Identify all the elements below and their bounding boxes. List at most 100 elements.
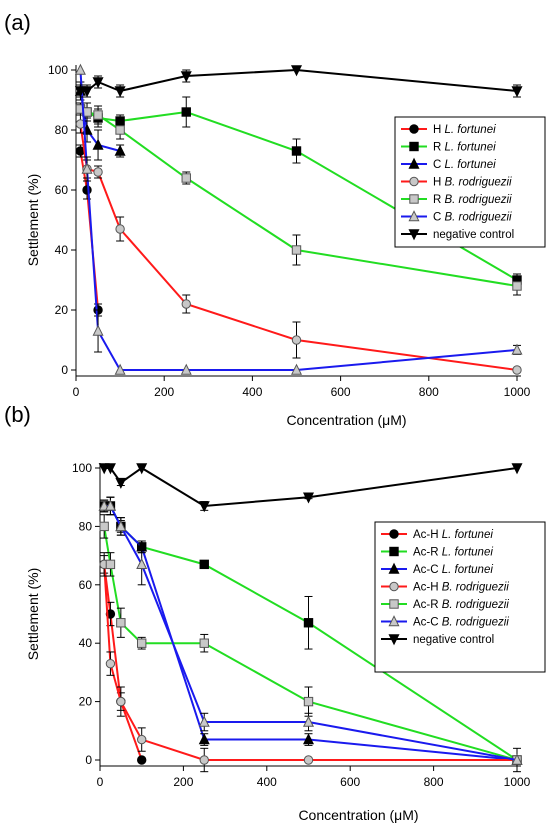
- legend-label-prefix: Ac-H: [413, 529, 442, 541]
- x-axis-title: Concentration (μM): [298, 807, 418, 823]
- data-point: [303, 618, 314, 628]
- data-point: [291, 146, 302, 156]
- data-point: [104, 499, 116, 511]
- legend-marker: [409, 141, 419, 152]
- legend-label-prefix: Ac-R: [413, 547, 442, 559]
- legend-label-prefix: H: [433, 177, 445, 189]
- legend-marker: [408, 229, 420, 241]
- y-tick-label: 20: [55, 303, 69, 317]
- legend-label-prefix: negative control: [413, 634, 494, 646]
- y-tick-label: 20: [79, 695, 93, 709]
- data-point: [93, 110, 103, 120]
- data-point: [93, 167, 103, 177]
- y-tick-label: 60: [55, 183, 69, 197]
- legend-box: [374, 521, 546, 673]
- panel-label: (a): [4, 10, 31, 35]
- x-tick-label: 600: [331, 385, 351, 399]
- legend-label: Ac-C L. fortunei: [413, 564, 493, 576]
- legend-label-species: B. rodriguezii: [442, 617, 510, 629]
- legend-label-prefix: C: [433, 212, 445, 224]
- data-point: [199, 559, 209, 570]
- legend-label-prefix: negative control: [433, 229, 514, 241]
- legend-label: Ac-H B. rodriguezii: [413, 582, 509, 594]
- series-6: [98, 463, 523, 513]
- y-axis-title: Settlement (%): [25, 174, 41, 267]
- data-point: [198, 733, 210, 745]
- data-point: [114, 144, 126, 156]
- legend-label-species: L. fortunei: [445, 124, 497, 136]
- data-point: [199, 638, 209, 648]
- y-tick-label: 80: [55, 123, 69, 137]
- legend-label-prefix: R: [433, 142, 445, 154]
- legend-label: H L. fortunei: [433, 124, 496, 136]
- y-tick-label: 100: [48, 63, 68, 77]
- data-point: [115, 125, 125, 135]
- series-5: [74, 63, 523, 375]
- legend-marker: [409, 124, 419, 134]
- legend-marker: [389, 581, 399, 592]
- x-tick-label: 200: [154, 385, 174, 399]
- legend-label-species: B. rodriguezii: [445, 177, 513, 189]
- y-tick-label: 0: [85, 753, 92, 767]
- legend-label: Ac-C B. rodriguezii: [413, 617, 509, 629]
- series-6: [74, 65, 523, 98]
- legend-label-species: B. rodriguezii: [442, 599, 510, 611]
- data-point: [181, 107, 191, 117]
- y-tick-label: 40: [55, 243, 69, 257]
- data-point: [303, 696, 314, 707]
- data-point: [198, 501, 210, 513]
- data-point: [137, 638, 147, 648]
- data-point: [302, 492, 315, 504]
- legend-marker: [408, 157, 420, 169]
- y-tick-label: 0: [61, 363, 68, 377]
- data-point: [137, 755, 147, 765]
- data-point: [199, 755, 209, 765]
- panel-label: (b): [4, 402, 31, 427]
- x-tick-label: 200: [173, 775, 193, 789]
- legend-label: C B. rodriguezii: [433, 212, 512, 224]
- data-point: [105, 658, 116, 669]
- data-point: [511, 753, 523, 765]
- data-point: [290, 65, 303, 77]
- x-tick-label: 800: [424, 775, 444, 789]
- series-5: [98, 496, 523, 765]
- series-line: [103, 564, 143, 761]
- legend-label-species: L. fortunei: [442, 547, 494, 559]
- legend-label-species: L. fortunei: [445, 159, 497, 171]
- x-tick-label: 0: [97, 775, 104, 789]
- data-point: [114, 86, 126, 98]
- y-tick-label: 40: [79, 636, 93, 650]
- legend-label-species: B. rodriguezii: [445, 212, 513, 224]
- data-point: [302, 715, 315, 727]
- legend-label: H B. rodriguezii: [433, 177, 512, 189]
- data-point: [116, 618, 126, 628]
- legend-marker: [408, 210, 420, 222]
- data-point: [303, 755, 314, 765]
- legend-label: R L. fortunei: [433, 142, 496, 154]
- legend-label-prefix: Ac-C: [413, 564, 442, 576]
- legend-label-species: B. rodriguezii: [442, 582, 510, 594]
- legend-label-species: L. fortunei: [442, 564, 494, 576]
- data-point: [81, 86, 93, 98]
- legend-label-species: L. fortunei: [445, 142, 497, 154]
- data-point: [136, 463, 148, 475]
- data-point: [74, 86, 86, 98]
- data-point: [104, 463, 116, 475]
- data-point: [116, 696, 126, 707]
- legend-label-prefix: Ac-C: [413, 617, 442, 629]
- legend-label-prefix: H: [433, 124, 445, 136]
- x-tick-label: 800: [419, 385, 439, 399]
- legend-marker: [388, 634, 400, 646]
- legend-label: Ac-H L. fortunei: [413, 529, 493, 541]
- legend-label: negative control: [433, 229, 514, 241]
- legend-marker: [388, 562, 400, 574]
- data-point: [180, 71, 192, 83]
- data-point: [82, 185, 92, 195]
- data-point: [92, 77, 104, 89]
- data-point: [291, 335, 302, 345]
- x-tick-label: 1000: [504, 775, 531, 789]
- data-point: [105, 559, 116, 570]
